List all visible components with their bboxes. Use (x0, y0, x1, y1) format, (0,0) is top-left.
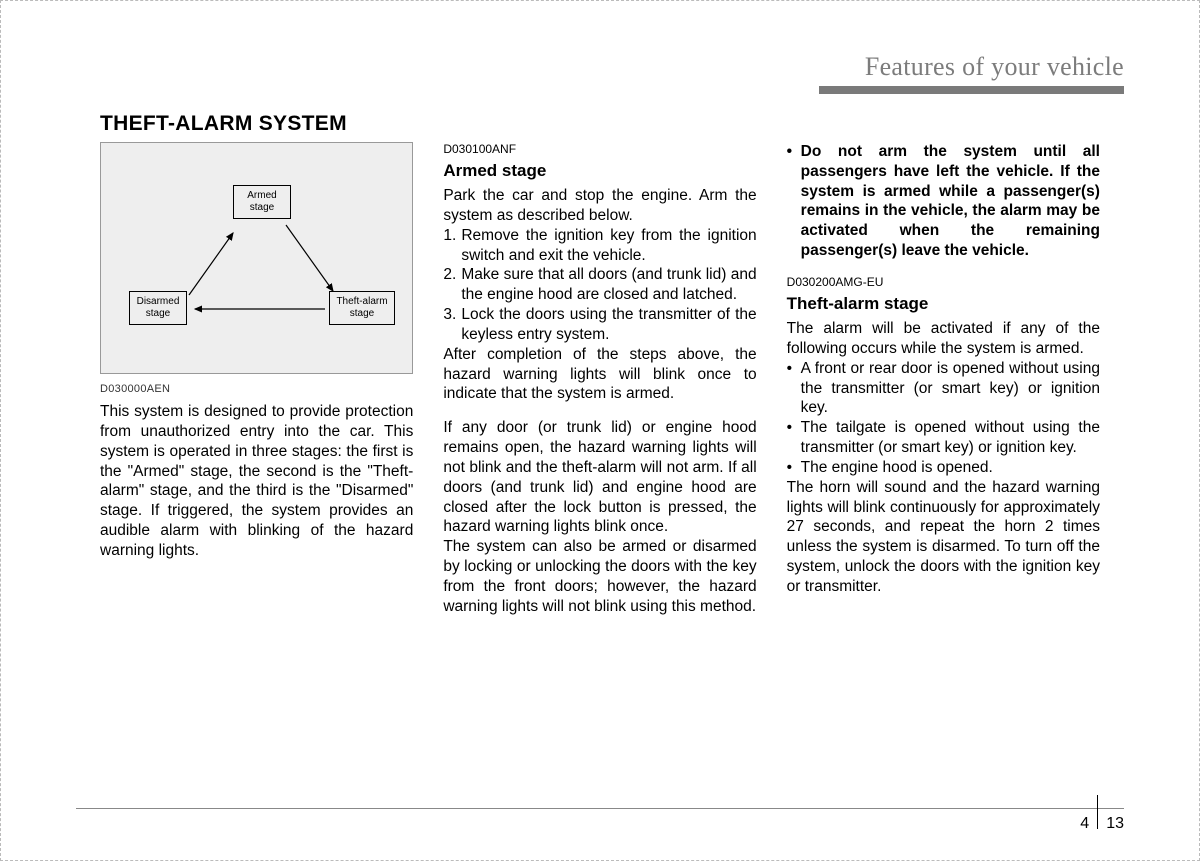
diagram-arrows (101, 143, 412, 373)
col2-step-1: 1. Remove the ignition key from the igni… (443, 226, 756, 266)
step-text: Make sure that all doors (and trunk lid)… (461, 265, 756, 305)
footer-section: 4 (1080, 815, 1089, 833)
col2-p3: If any door (or trunk lid) or engine hoo… (443, 418, 756, 537)
bullet-marker: • (787, 418, 801, 458)
col2-p2: After completion of the steps above, the… (443, 345, 756, 404)
col2-step-3: 3. Lock the doors using the transmitter … (443, 305, 756, 345)
col3-p2: The horn will sound and the hazard warni… (787, 478, 1100, 597)
col3-bullet-2: • The tailgate is opened without using t… (787, 418, 1100, 458)
header-accent-bar (819, 86, 1124, 94)
footer-page-number: 4 13 (1080, 815, 1124, 833)
main-heading: THEFT-ALARM SYSTEM (100, 112, 347, 136)
step-marker: 3. (443, 305, 461, 345)
col3-code: D030200AMG-EU (787, 275, 1100, 290)
column-1: Armedstage Disarmedstage Theft-alarmstag… (100, 142, 413, 617)
bullet-text: A front or rear door is opened without u… (801, 359, 1100, 418)
bullet-marker: • (787, 359, 801, 418)
footer-separator (1097, 795, 1098, 829)
col2-step-2: 2. Make sure that all doors (and trunk l… (443, 265, 756, 305)
content-columns: Armedstage Disarmedstage Theft-alarmstag… (100, 142, 1100, 617)
header-title: Features of your vehicle (865, 52, 1124, 81)
stage-diagram: Armedstage Disarmedstage Theft-alarmstag… (100, 142, 413, 374)
col3-bullet-3: • The engine hood is opened. (787, 458, 1100, 478)
bullet-marker: • (787, 142, 801, 261)
bullet-text: The tailgate is opened without using the… (801, 418, 1100, 458)
col1-para-1: This system is designed to provide prote… (100, 402, 413, 561)
step-marker: 2. (443, 265, 461, 305)
bullet-marker: • (787, 458, 801, 478)
col2-heading: Armed stage (443, 160, 756, 182)
spacer (787, 261, 1100, 275)
col3-p1: The alarm will be activated if any of th… (787, 319, 1100, 359)
step-text: Lock the doors using the transmitter of … (461, 305, 756, 345)
col2-code: D030100ANF (443, 142, 756, 157)
col2-p1: Park the car and stop the engine. Arm th… (443, 186, 756, 226)
col2-p4: The system can also be armed or disarmed… (443, 537, 756, 616)
page-footer: 4 13 (76, 808, 1124, 833)
page-header: Features of your vehicle (76, 52, 1124, 82)
figure-code: D030000AEN (100, 382, 413, 396)
col3-bullet-1: • A front or rear door is opened without… (787, 359, 1100, 418)
step-marker: 1. (443, 226, 461, 266)
bullet-text: The engine hood is opened. (801, 458, 1100, 478)
step-text: Remove the ignition key from the ignitio… (461, 226, 756, 266)
col3-warning-bullet: • Do not arm the system until all passen… (787, 142, 1100, 261)
col3-heading: Theft-alarm stage (787, 293, 1100, 315)
bullet-text: Do not arm the system until all passenge… (801, 142, 1100, 261)
column-2: D030100ANF Armed stage Park the car and … (443, 142, 756, 617)
footer-page: 13 (1106, 815, 1124, 833)
column-3: • Do not arm the system until all passen… (787, 142, 1100, 617)
spacer (443, 404, 756, 418)
